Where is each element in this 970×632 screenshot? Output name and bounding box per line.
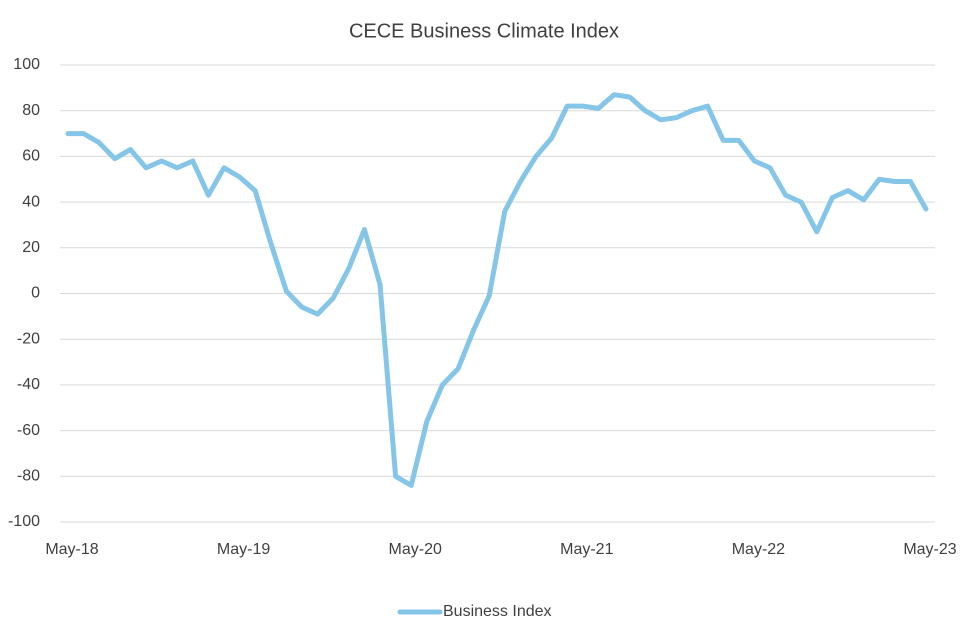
x-tick-label: May-19 [217,541,270,558]
line-series [65,92,929,488]
y-tick-label: 100 [13,56,40,73]
x-tick-label: May-18 [45,541,98,558]
chart-title: CECE Business Climate Index [349,20,619,42]
x-tick-label: May-21 [560,541,613,558]
y-tick-label: 80 [22,102,40,119]
y-tick-label: 40 [22,193,40,210]
x-tick-label: May-22 [732,541,785,558]
legend-label: Business Index [443,603,552,620]
y-tick-label: -80 [17,468,40,485]
y-tick-label: 20 [22,239,40,256]
y-tick-label: 60 [22,148,40,165]
y-tick-label: 0 [31,285,40,302]
y-tick-label: -40 [17,376,40,393]
x-tick-label: May-20 [389,541,442,558]
y-tick-label: -100 [8,513,40,530]
y-tick-label: -60 [17,422,40,439]
x-tick-label: May-23 [903,541,956,558]
y-tick-label: -20 [17,330,40,347]
